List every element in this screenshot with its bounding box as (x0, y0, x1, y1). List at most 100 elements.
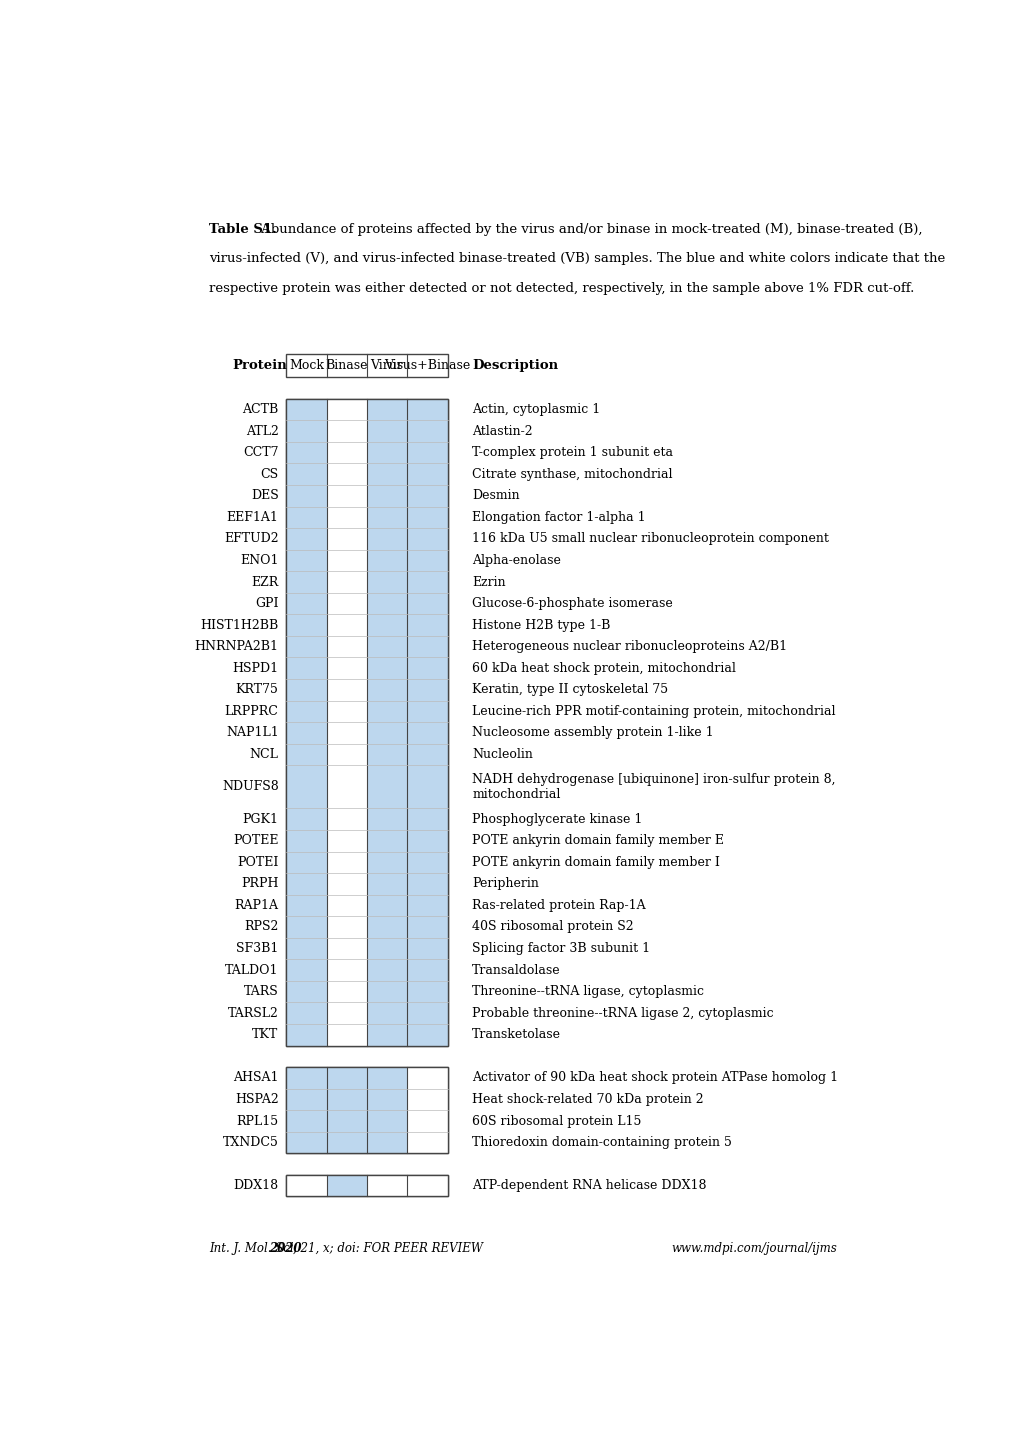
Text: Mock: Mock (288, 359, 324, 372)
Text: NAP1L1: NAP1L1 (225, 726, 278, 739)
Text: Ras-related protein Rap-1A: Ras-related protein Rap-1A (472, 899, 645, 912)
Bar (286, 873, 326, 895)
Bar (367, 851, 407, 873)
Text: Alpha-enolase: Alpha-enolase (472, 554, 560, 567)
Text: CS: CS (260, 468, 278, 481)
Bar (367, 743, 407, 765)
Text: Leucine-rich PPR motif-containing protein, mitochondrial: Leucine-rich PPR motif-containing protei… (472, 704, 835, 717)
Text: HSPD1: HSPD1 (232, 662, 278, 675)
Bar (286, 1110, 326, 1131)
Bar (407, 830, 447, 851)
Bar (286, 830, 326, 851)
Text: POTEE: POTEE (233, 834, 278, 847)
Bar (407, 1003, 447, 1025)
Bar (367, 765, 407, 808)
Text: Probable threonine--tRNA ligase 2, cytoplasmic: Probable threonine--tRNA ligase 2, cytop… (472, 1007, 773, 1020)
Bar (326, 981, 367, 1003)
Bar (367, 1110, 407, 1131)
Bar (367, 895, 407, 916)
Bar (407, 722, 447, 743)
Bar (326, 895, 367, 916)
Bar (286, 743, 326, 765)
Text: KRT75: KRT75 (235, 684, 278, 697)
Bar (407, 851, 447, 873)
Text: TXNDC5: TXNDC5 (222, 1136, 278, 1149)
Bar (367, 1175, 407, 1196)
Text: Atlastin-2: Atlastin-2 (472, 424, 533, 437)
Text: Keratin, type II cytoskeletal 75: Keratin, type II cytoskeletal 75 (472, 684, 667, 697)
Bar (407, 615, 447, 636)
Bar (407, 916, 447, 938)
Bar (286, 1175, 447, 1196)
Text: Nucleolin: Nucleolin (472, 747, 533, 760)
Bar (367, 830, 407, 851)
Text: POTEI: POTEI (237, 856, 278, 869)
Text: , 21, x; doi: FOR PEER REVIEW: , 21, x; doi: FOR PEER REVIEW (293, 1242, 483, 1255)
Bar (367, 722, 407, 743)
Bar (367, 916, 407, 938)
Bar (407, 550, 447, 571)
Bar (407, 960, 447, 981)
Bar (286, 485, 326, 506)
Text: POTE ankyrin domain family member I: POTE ankyrin domain family member I (472, 856, 719, 869)
Bar (286, 1088, 326, 1110)
Text: 60S ribosomal protein L15: 60S ribosomal protein L15 (472, 1114, 641, 1127)
Text: DDX18: DDX18 (233, 1179, 278, 1192)
Bar (407, 593, 447, 615)
Text: GPI: GPI (255, 597, 278, 610)
Bar (407, 895, 447, 916)
Text: CCT7: CCT7 (243, 446, 278, 459)
Text: Histone H2B type 1-B: Histone H2B type 1-B (472, 619, 610, 632)
Bar (326, 680, 367, 701)
Text: TALDO1: TALDO1 (225, 964, 278, 977)
Bar (286, 420, 326, 442)
Bar (326, 636, 367, 658)
Bar (286, 593, 326, 615)
Bar (326, 743, 367, 765)
Bar (286, 550, 326, 571)
Bar (286, 528, 326, 550)
Text: Nucleosome assembly protein 1-like 1: Nucleosome assembly protein 1-like 1 (472, 726, 713, 739)
Bar (367, 420, 407, 442)
Bar (286, 398, 326, 420)
Bar (286, 354, 447, 377)
Bar (286, 916, 326, 938)
Text: Binase: Binase (325, 359, 368, 372)
Bar (326, 938, 367, 960)
Bar (407, 506, 447, 528)
Bar (286, 938, 326, 960)
Bar (286, 808, 326, 830)
Bar (407, 1025, 447, 1046)
Bar (326, 851, 367, 873)
Text: Virus: Virus (370, 359, 404, 372)
Text: RPL15: RPL15 (236, 1114, 278, 1127)
Bar (407, 571, 447, 593)
Bar (407, 463, 447, 485)
Bar (367, 506, 407, 528)
Text: Splicing factor 3B subunit 1: Splicing factor 3B subunit 1 (472, 942, 650, 955)
Bar (286, 1068, 447, 1153)
Bar (326, 593, 367, 615)
Text: mitochondrial: mitochondrial (472, 788, 560, 801)
Bar (286, 1068, 326, 1088)
Text: virus-infected (V), and virus-infected binase-treated (VB) samples. The blue and: virus-infected (V), and virus-infected b… (209, 253, 945, 266)
Text: Citrate synthase, mitochondrial: Citrate synthase, mitochondrial (472, 468, 673, 481)
Bar (286, 765, 326, 808)
Text: LRPPRC: LRPPRC (224, 704, 278, 717)
Text: ACTB: ACTB (243, 403, 278, 416)
Text: AHSA1: AHSA1 (233, 1071, 278, 1084)
Bar (367, 658, 407, 680)
Bar (367, 1003, 407, 1025)
Bar (326, 571, 367, 593)
Text: Heterogeneous nuclear ribonucleoproteins A2/B1: Heterogeneous nuclear ribonucleoproteins… (472, 641, 787, 654)
Bar (326, 701, 367, 722)
Text: Transaldolase: Transaldolase (472, 964, 560, 977)
Text: TKT: TKT (252, 1029, 278, 1042)
Bar (367, 873, 407, 895)
Bar (326, 1003, 367, 1025)
Bar (326, 873, 367, 895)
Bar (286, 506, 326, 528)
Bar (286, 1003, 326, 1025)
Bar (407, 420, 447, 442)
Bar (286, 1175, 447, 1196)
